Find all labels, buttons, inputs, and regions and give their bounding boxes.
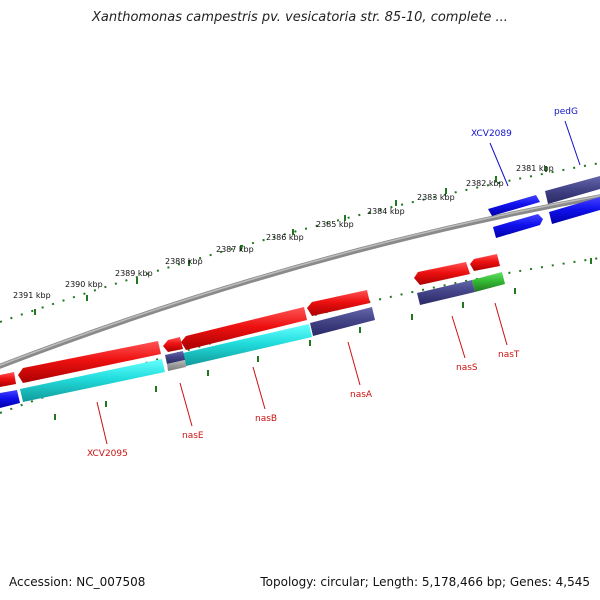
gene-label-nast[interactable]: nasT: [498, 350, 520, 360]
gene-feature: [0, 372, 16, 387]
scale-label: 2385 kbp: [316, 220, 354, 229]
lower-ticks: [54, 258, 592, 420]
gene-feature: [470, 254, 500, 271]
map-title: Xanthomonas campestris pv. vesicatoria s…: [92, 10, 508, 25]
gene-label-xcv2089[interactable]: XCV2089: [471, 129, 512, 139]
scale-label: 2384 kbp: [367, 207, 405, 216]
gene-feature: [181, 307, 307, 350]
reverse-features: [0, 272, 505, 408]
gene-label-nasa[interactable]: nasA: [350, 390, 373, 400]
scale-label: 2387 kbp: [216, 245, 254, 254]
gene-label-nase[interactable]: nasE: [182, 431, 204, 441]
scale-label: 2381 kbp: [516, 164, 554, 173]
label-leaders: [96, 120, 581, 445]
gene-feature: [167, 360, 186, 371]
gene-label-pedg[interactable]: pedG: [554, 107, 578, 117]
gene-feature: [549, 197, 600, 224]
topology-text: Topology: circular; Length: 5,178,466 bp…: [260, 575, 590, 589]
scale-label: 2389 kbp: [115, 269, 153, 278]
gene-feature: [488, 195, 540, 216]
scale-label: 2382 kbp: [466, 179, 504, 188]
gene-label-xcv2095[interactable]: XCV2095: [87, 449, 128, 459]
accession-text: Accession: NC_007508: [9, 575, 146, 589]
gene-feature: [472, 272, 505, 292]
scale-ticks: [34, 166, 547, 315]
gene-feature: [310, 307, 375, 336]
genome-backbone: [0, 194, 600, 369]
scale-dotted-line-upper: [0, 162, 600, 323]
scale-label: 2390 kbp: [65, 280, 103, 289]
gene-feature: [0, 390, 20, 408]
scale-label: 2383 kbp: [417, 193, 455, 202]
gene-feature: [163, 337, 183, 352]
gene-feature: [18, 341, 161, 383]
scale-label: 2386 kbp: [266, 233, 304, 242]
gene-label-nasb[interactable]: nasB: [255, 414, 277, 424]
gene-feature: [414, 262, 470, 285]
gene-feature: [307, 290, 370, 316]
gene-feature: [183, 324, 312, 366]
gene-feature: [417, 280, 475, 305]
scale-label: 2388 kbp: [165, 257, 203, 266]
gene-feature: [20, 359, 165, 402]
forward-features: [0, 176, 600, 387]
gene-feature: [545, 176, 600, 204]
scale-label: 2391 kbp: [13, 291, 51, 300]
gene-feature: [493, 214, 543, 238]
gene-feature: [165, 351, 185, 364]
gene-label-nass[interactable]: nasS: [456, 363, 478, 373]
